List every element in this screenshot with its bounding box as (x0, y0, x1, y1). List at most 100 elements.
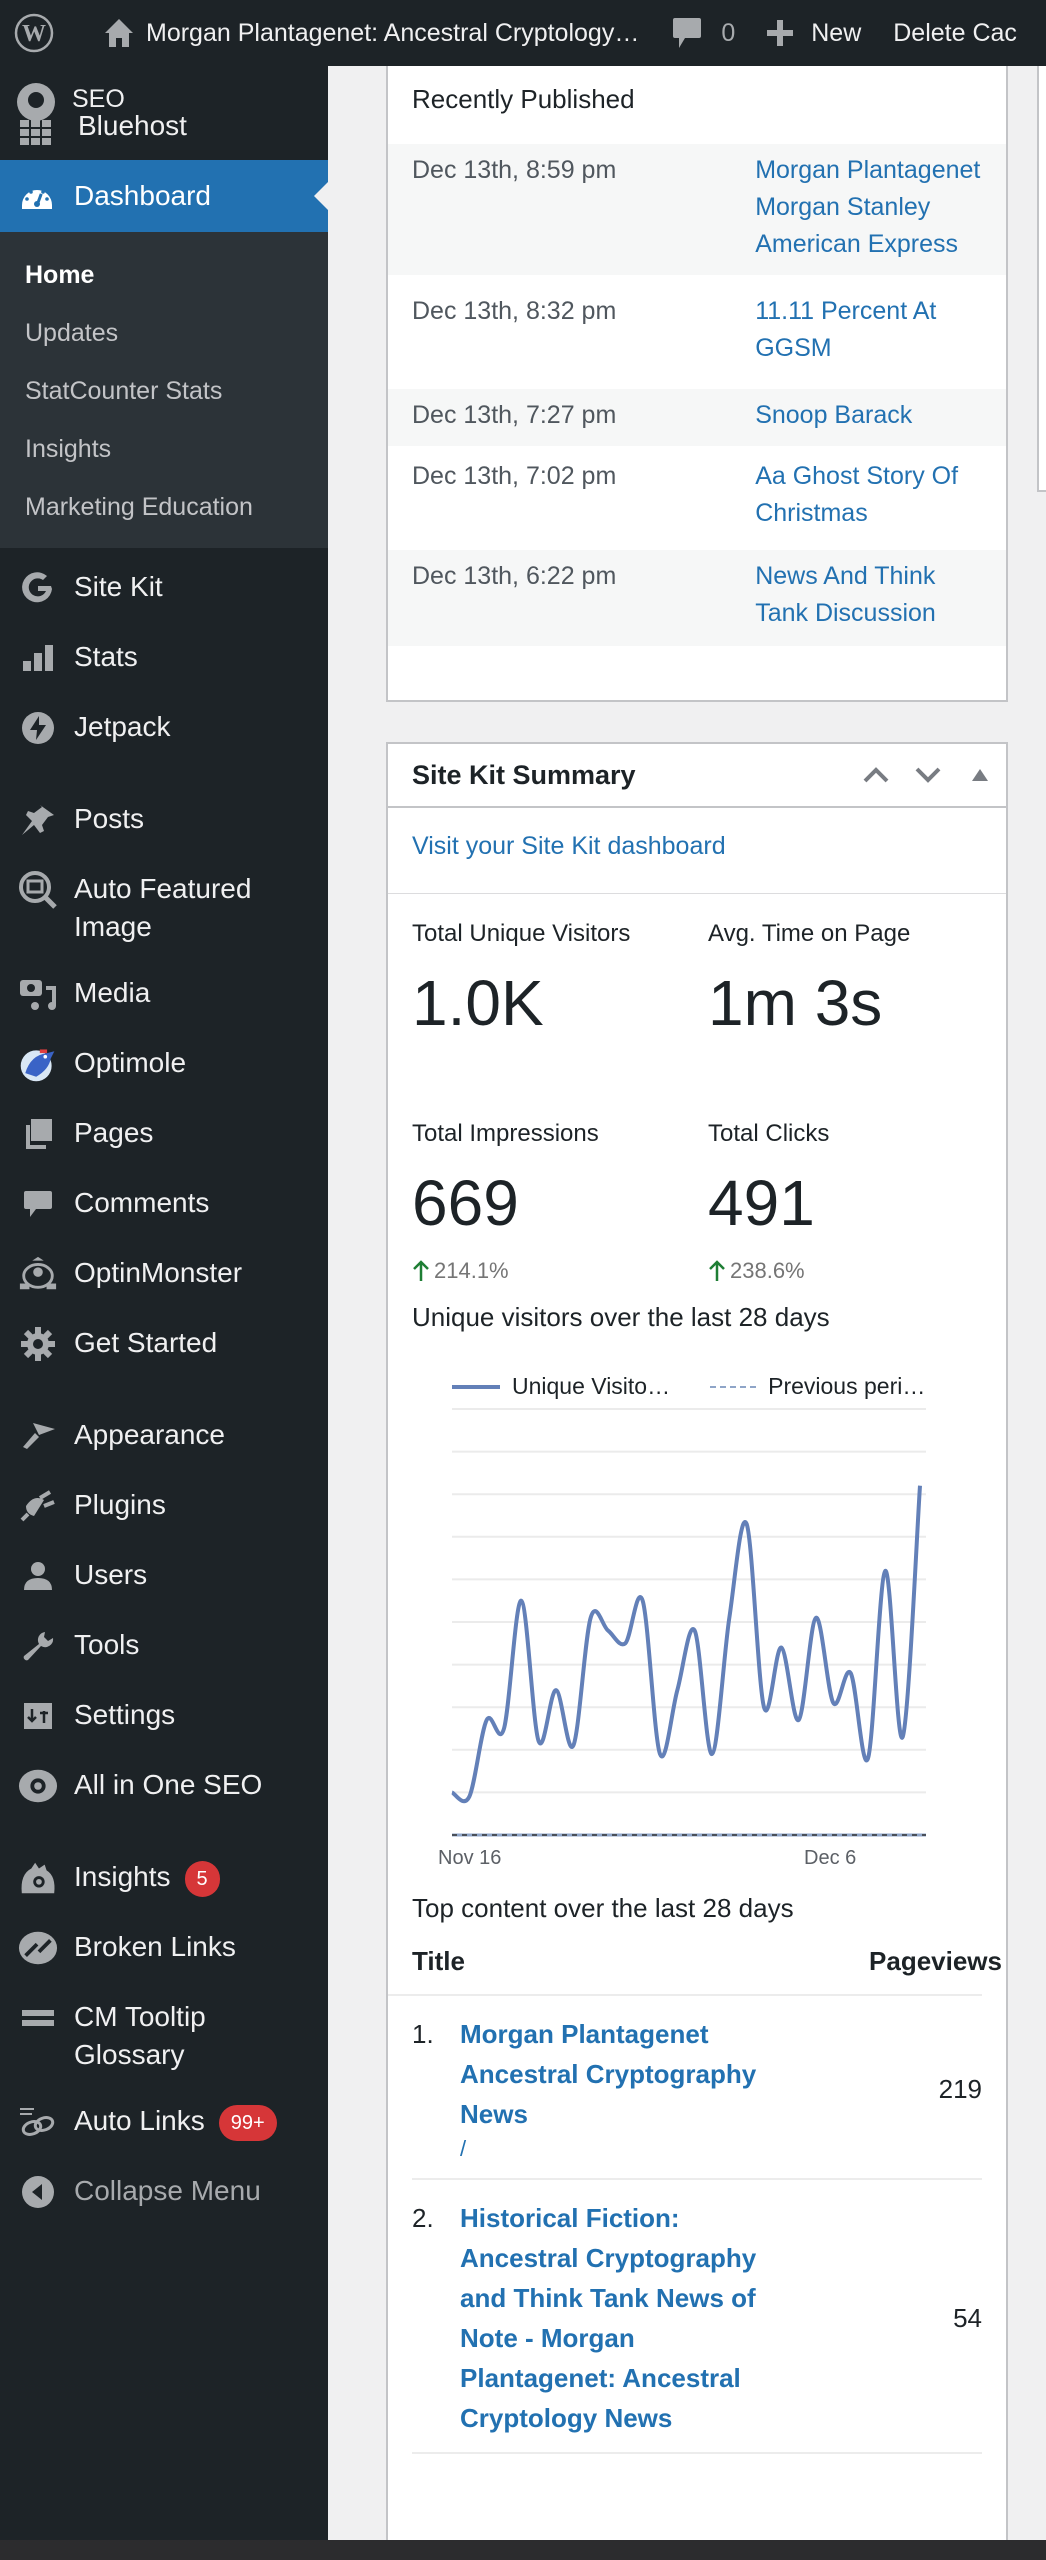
list-item: Dec 13th, 8:32 pm 11.11 Percent At GGSM (388, 275, 1006, 389)
insights-count-badge: 5 (184, 1860, 220, 1897)
clicks-change: 238.6% (730, 1258, 805, 1283)
plus-icon[interactable] (765, 18, 795, 48)
sidebar-item-cm-tooltip-glossary[interactable]: CM Tooltip Glossary (0, 1984, 328, 2088)
stat-total-unique-visitors: Total Unique Visitors 1.0K (412, 920, 631, 1039)
post-link[interactable]: Snoop Barack (755, 401, 913, 429)
broken-links-icon (18, 1928, 58, 1968)
sidebar-item-auto-featured-image[interactable]: Auto Featured Image (0, 856, 328, 960)
wordpress-logo-icon[interactable]: W (14, 13, 54, 53)
sidebar-item-appearance[interactable]: Appearance (0, 1402, 328, 1472)
arrow-up-icon (709, 1260, 725, 1281)
comment-bubble-icon (18, 1184, 58, 1224)
move-up-button[interactable] (850, 745, 902, 805)
recently-published-title: Recently Published (412, 84, 635, 114)
sidebar-item-label: Dashboard (74, 180, 211, 211)
post-link[interactable]: Aa Ghost Story Of Christmas (755, 462, 959, 527)
move-down-button[interactable] (902, 745, 954, 805)
post-link[interactable]: Morgan Plantagenet Morgan Stanley Americ… (755, 156, 981, 258)
optinmonster-icon (18, 1254, 58, 1294)
post-link[interactable]: News And Think Tank Discussion (755, 562, 936, 627)
recently-published-widget: Recently Published Dec 13th, 8:59 pm Mor… (386, 66, 1008, 702)
sidebar-item-seo-bluehost[interactable]: SEO Bluehost (0, 66, 328, 160)
top-content-title: Top content over the last 28 days (412, 1893, 794, 1923)
pageviews-value: 219 (938, 2073, 982, 2104)
column-header-pageviews: Pageviews (869, 1946, 1002, 1976)
site-kit-dashboard-link[interactable]: Visit your Site Kit dashboard (412, 832, 726, 860)
sidebar-item-plugins[interactable]: Plugins (0, 1472, 328, 1542)
toggle-panel-button[interactable] (954, 745, 1006, 805)
sidebar-item-stats[interactable]: Stats (0, 624, 328, 694)
column-header-title: Title (412, 1946, 465, 1976)
admin-bar: W Morgan Plantagenet: Ancestral Cryptolo… (0, 0, 1046, 66)
top-content-link[interactable]: Historical Fiction: Ancestral Cryptograp… (460, 2203, 757, 2433)
home-icon[interactable] (102, 16, 136, 50)
pushpin-icon (18, 800, 58, 840)
sidebar-item-media[interactable]: Media (0, 960, 328, 1030)
list-item: Dec 13th, 6:22 pm News And Think Tank Di… (388, 550, 1006, 646)
dashboard-gauge-icon (22, 190, 52, 209)
pages-icon (18, 1114, 58, 1154)
new-content-button[interactable]: New (811, 18, 862, 47)
submenu-updates[interactable]: Updates (25, 319, 119, 347)
line-chart (450, 1408, 926, 1837)
sidebar-item-users[interactable]: Users (0, 1542, 328, 1612)
arrow-up-icon (413, 1260, 429, 1281)
comment-count: 0 (721, 18, 736, 47)
sidebar-item-comments[interactable]: Comments (0, 1170, 328, 1240)
sidebar-item-tools[interactable]: Tools (0, 1612, 328, 1682)
legend-current: Unique Visito… (512, 1373, 671, 1399)
aioseo-icon (18, 1766, 58, 1806)
auto-links-label: Auto Links (74, 2105, 205, 2136)
x-axis-label: Dec 6 (804, 1847, 857, 1869)
comment-icon[interactable] (671, 16, 703, 50)
monsterinsights-icon (18, 1858, 58, 1898)
sidebar-item-optinmonster[interactable]: OptinMonster (0, 1240, 328, 1310)
submenu-marketing-education[interactable]: Marketing Education (25, 493, 253, 521)
top-content-path: / (460, 2136, 467, 2161)
sidebar-item-jetpack[interactable]: Jetpack (0, 694, 328, 764)
stat-total-clicks: Total Clicks 491 238.6% (708, 1120, 830, 1283)
settings-sliders-icon (18, 1696, 58, 1736)
paintbrush-icon (18, 1416, 58, 1456)
list-item: Dec 13th, 7:27 pm Snoop Barack (388, 389, 1006, 446)
site-title-link[interactable]: Morgan Plantagenet: Ancestral Cryptology… (146, 18, 640, 47)
jetpack-bolt-icon (18, 708, 58, 748)
post-link[interactable]: 11.11 Percent At GGSM (755, 297, 937, 362)
chart-title: Unique visitors over the last 28 days (412, 1302, 830, 1332)
brand-label-line2: Bluehost (78, 109, 187, 141)
sidebar-item-auto-links[interactable]: Auto Links 99+ (0, 2088, 328, 2158)
delete-cache-button[interactable]: Delete Cac (893, 18, 1017, 47)
submenu-statcounter-stats[interactable]: StatCounter Stats (25, 377, 223, 405)
chevron-up-icon (863, 767, 889, 783)
sidebar-item-dashboard[interactable]: Dashboard (0, 160, 328, 232)
sidebar-item-get-started[interactable]: Get Started (0, 1310, 328, 1380)
current-menu-arrow (314, 182, 328, 210)
sidebar-item-pages[interactable]: Pages (0, 1100, 328, 1170)
sidebar-item-site-kit[interactable]: Site Kit (0, 554, 328, 624)
submenu-insights[interactable]: Insights (25, 435, 112, 463)
dashboard-submenu: Home Updates StatCounter Stats Insights … (0, 232, 328, 548)
unique-visitors-chart: Unique Visito… Previous peri… Nov 16 Dec… (388, 1353, 1006, 1873)
sidebar-item-all-in-one-seo[interactable]: All in One SEO (0, 1752, 328, 1822)
stat-avg-time-on-page: Avg. Time on Page 1m 3s (708, 920, 911, 1039)
sidebar-item-broken-links[interactable]: Broken Links (0, 1914, 328, 1984)
collapse-arrow-icon (18, 2172, 58, 2212)
submenu-home[interactable]: Home (25, 261, 95, 289)
list-item: Dec 13th, 8:59 pm Morgan Plantagenet Mor… (388, 144, 1006, 275)
gear-icon (18, 1324, 58, 1364)
sidebar-item-optimole[interactable]: Optimole (0, 1030, 328, 1100)
sidebar-item-posts[interactable]: Posts (0, 786, 328, 856)
triangle-up-icon (972, 769, 988, 781)
sidebar-item-insights[interactable]: Insights 5 (0, 1844, 328, 1914)
collapse-menu-button[interactable]: Collapse Menu (0, 2158, 328, 2228)
svg-text:W: W (22, 21, 46, 47)
sidebar-item-settings[interactable]: Settings (0, 1682, 328, 1752)
brand-label-line1: SEO (72, 84, 125, 113)
bar-chart-icon (18, 638, 58, 678)
list-item: Dec 13th, 7:02 pm Aa Ghost Story Of Chri… (388, 446, 1006, 550)
tooltip-glossary-icon (18, 1998, 58, 2038)
legend-previous: Previous peri… (768, 1373, 926, 1399)
image-search-icon (18, 870, 58, 910)
impressions-change: 214.1% (434, 1258, 509, 1283)
top-content-link[interactable]: Morgan Plantagenet Ancestral Cryptograph… (460, 2019, 757, 2129)
